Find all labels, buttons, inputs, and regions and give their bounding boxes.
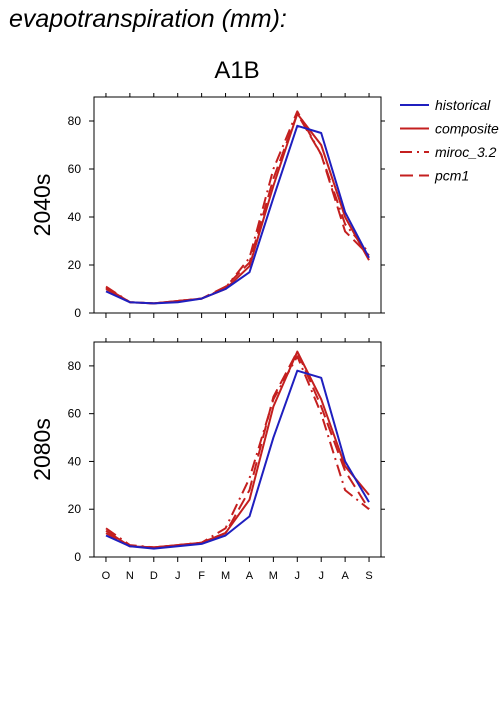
legend-item: historical xyxy=(400,97,491,113)
y-tick-label: 0 xyxy=(74,550,81,564)
x-tick-label: S xyxy=(365,570,372,582)
y-tick-label: 40 xyxy=(68,454,82,468)
panels-layer: 0 20 40 60 80 2040s 0 20 40 60 80 O N D J F M A M J J A S 2080s xyxy=(29,93,385,582)
series-line-historical xyxy=(105,124,370,305)
chart-panel-2080s: 0 20 40 60 80 O N D J F M A M J J A S 2080s xyxy=(29,338,385,582)
plot-frame xyxy=(93,341,382,558)
legend-item: miroc_3.2 xyxy=(400,144,497,160)
series-line-historical xyxy=(105,369,370,550)
y-tick-label: 40 xyxy=(68,210,82,224)
series-line-pcm1 xyxy=(105,112,370,305)
chart-panel-2040s: 0 20 40 60 80 2040s xyxy=(29,93,385,320)
y-tick-label: 60 xyxy=(68,162,82,176)
legend-item: pcm1 xyxy=(400,168,469,184)
legend-label: composite xyxy=(435,121,499,137)
series-line-miroc-3-2 xyxy=(105,355,370,549)
y-tick-label: 80 xyxy=(68,114,82,128)
page-title: evapotranspiration (mm): xyxy=(9,5,287,33)
panel-label: 2080s xyxy=(29,418,55,481)
x-tick-label: A xyxy=(246,570,254,582)
x-tick-label: A xyxy=(341,570,349,582)
x-tick-label: F xyxy=(198,570,205,582)
x-tick-label: J xyxy=(295,570,301,582)
legend-label: miroc_3.2 xyxy=(435,144,497,160)
scenario-title: A1B xyxy=(214,57,260,84)
y-tick-label: 20 xyxy=(68,502,82,516)
panel-label: 2040s xyxy=(29,174,55,237)
x-tick-label: J xyxy=(175,570,181,582)
series-line-composite xyxy=(105,350,370,549)
x-tick-label: M xyxy=(221,570,230,582)
legend-label: historical xyxy=(435,97,491,113)
x-tick-label: D xyxy=(150,570,158,582)
x-tick-label: M xyxy=(269,570,278,582)
x-tick-label: J xyxy=(318,570,324,582)
legend: historical composite miroc_3.2 pcm1 xyxy=(400,97,499,184)
x-tick-label: N xyxy=(126,570,134,582)
y-tick-label: 60 xyxy=(68,407,82,421)
plot-frame xyxy=(93,96,382,314)
y-tick-label: 80 xyxy=(68,359,82,373)
legend-item: composite xyxy=(400,121,499,137)
x-tick-label: O xyxy=(102,570,111,582)
y-tick-label: 0 xyxy=(74,306,81,320)
legend-label: pcm1 xyxy=(434,168,469,184)
y-tick-label: 20 xyxy=(68,258,82,272)
